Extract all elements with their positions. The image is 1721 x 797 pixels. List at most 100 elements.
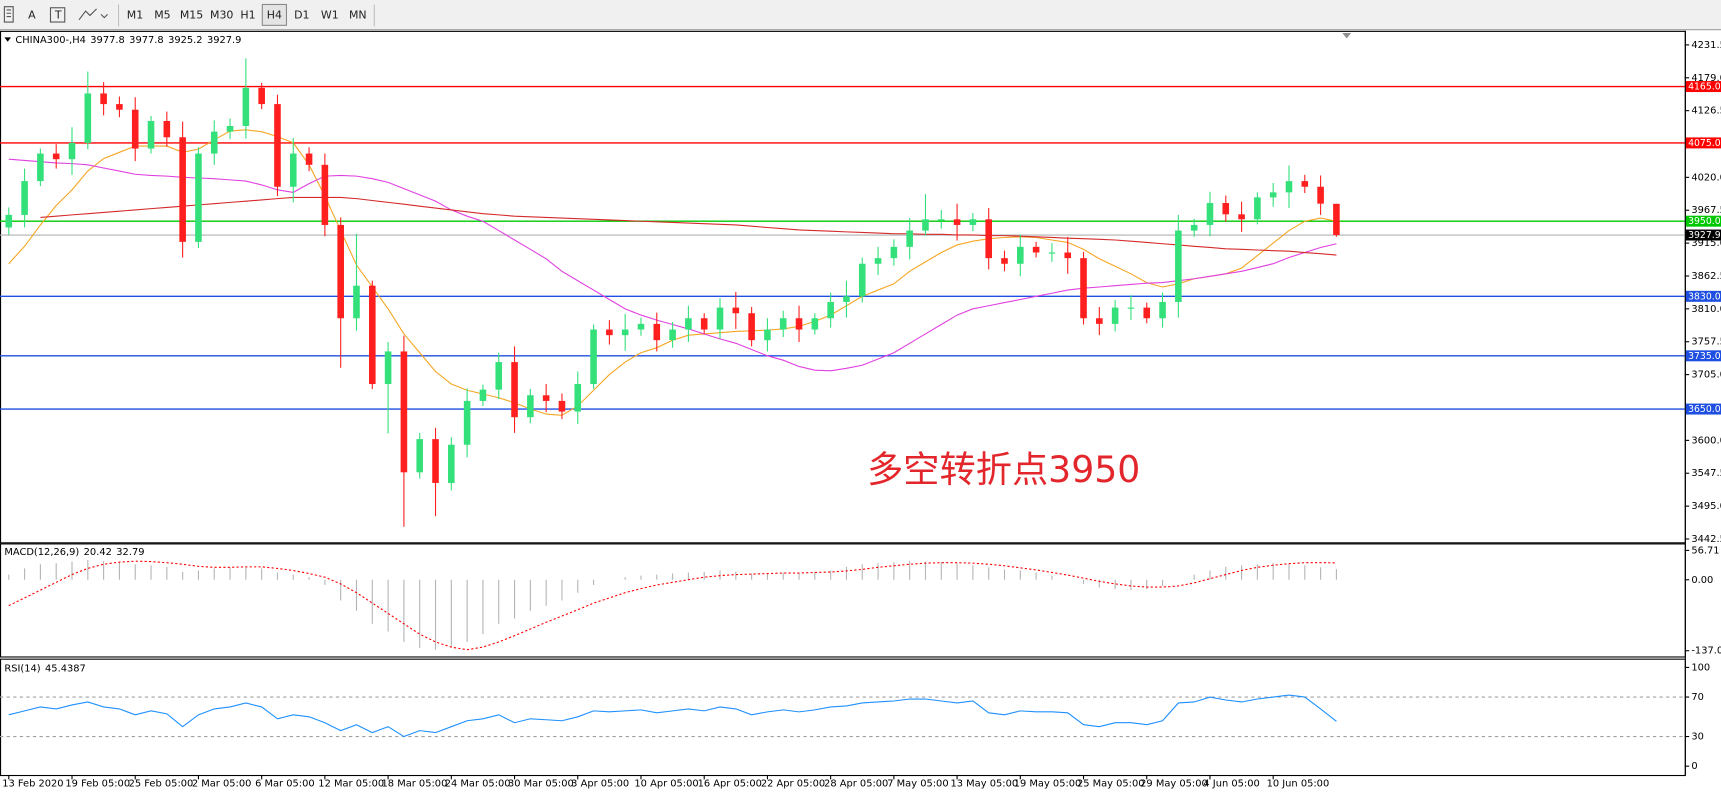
indicator-value: 20.42 <box>84 547 112 558</box>
candle-body <box>527 395 534 418</box>
candle-body <box>210 131 218 154</box>
candle-body <box>969 219 977 225</box>
toolbar-background <box>0 0 1721 30</box>
candle-body <box>1127 307 1135 309</box>
header-arrow <box>4 37 11 42</box>
candle-body <box>669 329 676 341</box>
tool-icon[interactable] <box>49 7 66 23</box>
level-label-box <box>1685 290 1721 302</box>
candle-body <box>1111 307 1119 324</box>
y-tick-label: 3705.0 <box>1691 370 1721 381</box>
timeframe-label[interactable]: H1 <box>240 8 255 21</box>
candle-body <box>479 389 487 401</box>
level-label: 4165.0 <box>1688 82 1721 93</box>
shift-marker <box>1342 33 1352 39</box>
candle-body <box>1159 301 1166 319</box>
candle-body <box>274 104 281 187</box>
level-label: 3735.0 <box>1688 351 1721 362</box>
tool-label[interactable]: T <box>54 8 62 21</box>
y-tick-label: -137.01 <box>1691 646 1721 657</box>
timeframe-label[interactable]: MN <box>349 8 367 21</box>
candle-body <box>337 224 344 319</box>
toolbar: A T M1 M5 M15 M30 H1 H4 D1 W1 MN <box>0 0 1721 31</box>
level-label: 3650.0 <box>1688 404 1721 415</box>
candle-body <box>1285 181 1293 193</box>
candle-body <box>384 351 392 385</box>
x-tick-label: 24 Mar 05:00 <box>445 779 511 790</box>
price-label: 3927.9 <box>1688 230 1721 241</box>
level-label: 3830.0 <box>1688 291 1721 302</box>
candle-body <box>874 258 882 264</box>
level-label-box <box>1685 137 1721 149</box>
candle-body <box>685 318 692 330</box>
x-tick-label: 16 Apr 05:00 <box>698 779 762 790</box>
candle-body <box>811 318 819 330</box>
y-tick-label: 3600.0 <box>1691 435 1721 446</box>
x-tick-label: 28 Apr 05:00 <box>824 779 888 790</box>
timeframe-label[interactable]: M15 <box>180 8 203 21</box>
level-label: 3950.0 <box>1688 216 1721 227</box>
candle-body <box>400 351 408 473</box>
indicator-name: RSI(14) <box>4 664 40 675</box>
indicator-title: MACD(12,26,9) 20.42 32.79 <box>4 547 144 558</box>
candle-body <box>1254 197 1261 220</box>
x-tick-label: 10 Apr 05:00 <box>634 779 698 790</box>
candle-body <box>226 126 234 132</box>
timeframe-label[interactable]: D1 <box>294 8 309 21</box>
level-label-box <box>1685 403 1721 415</box>
timeframe-label[interactable]: M5 <box>154 8 170 21</box>
candle-body <box>100 93 107 105</box>
candle-body <box>1017 246 1024 264</box>
moving-average <box>40 196 1337 256</box>
candle-body <box>906 230 913 247</box>
candle-body <box>1096 318 1103 324</box>
timeframe-label[interactable]: W1 <box>321 8 339 21</box>
indicator-title: RSI(14) 45.4387 <box>4 664 85 675</box>
candle-body <box>621 329 629 336</box>
x-tick-label: 7 May 05:00 <box>887 779 948 790</box>
candle-body <box>890 246 898 259</box>
candle-body <box>922 219 929 231</box>
chart-header: CHINA300-,H4 3977.8 3977.8 3925.2 3927.9 <box>15 35 241 46</box>
candle-body <box>195 153 202 242</box>
candle-body <box>179 137 186 242</box>
x-tick-label: 13 May 05:00 <box>951 779 1019 790</box>
plots: 4231.5 4179.0 4126.5 4020.0 3967.5 3915.0 3862… <box>0 30 1721 790</box>
x-tick-label: 12 Mar 05:00 <box>318 779 384 790</box>
timeframe-label[interactable]: M30 <box>210 8 233 21</box>
y-tick-label: 100 <box>1691 662 1710 673</box>
x-tick-label: 19 Feb 05:00 <box>65 779 130 790</box>
x-tick-label: 3 Apr 05:00 <box>571 779 629 790</box>
x-tick-label: 19 May 05:00 <box>1014 779 1082 790</box>
level-label-box <box>1685 215 1721 227</box>
x-tick-label: 22 Apr 05:00 <box>761 779 825 790</box>
timeframe-label[interactable]: H4 <box>267 8 282 21</box>
candle-body <box>37 153 44 182</box>
candle-body <box>432 439 439 483</box>
candle-body <box>748 313 755 341</box>
candle-body <box>764 329 771 341</box>
candle-body <box>1238 214 1245 220</box>
candle-body <box>590 329 597 385</box>
candle-body <box>1317 186 1324 204</box>
y-tick-label: 3862.5 <box>1691 271 1721 282</box>
candle-body <box>163 120 171 138</box>
timeframe-label[interactable]: M1 <box>127 8 143 21</box>
candle-body <box>1143 307 1151 319</box>
candle-body <box>131 109 139 149</box>
x-tick-label: 13 Feb 2020 <box>2 779 63 790</box>
tool-icon[interactable] <box>78 8 108 21</box>
candle-body <box>1001 258 1008 264</box>
candle-body <box>321 164 329 225</box>
y-tick-label: 3495.0 <box>1691 501 1721 512</box>
timeframe-button[interactable] <box>261 3 288 26</box>
tool-label[interactable]: A <box>28 8 36 21</box>
candle-body <box>937 219 945 221</box>
rsi-line <box>8 694 1337 738</box>
candle-body <box>353 285 360 319</box>
candle-body <box>858 263 866 297</box>
tool-icon[interactable] <box>3 6 14 23</box>
